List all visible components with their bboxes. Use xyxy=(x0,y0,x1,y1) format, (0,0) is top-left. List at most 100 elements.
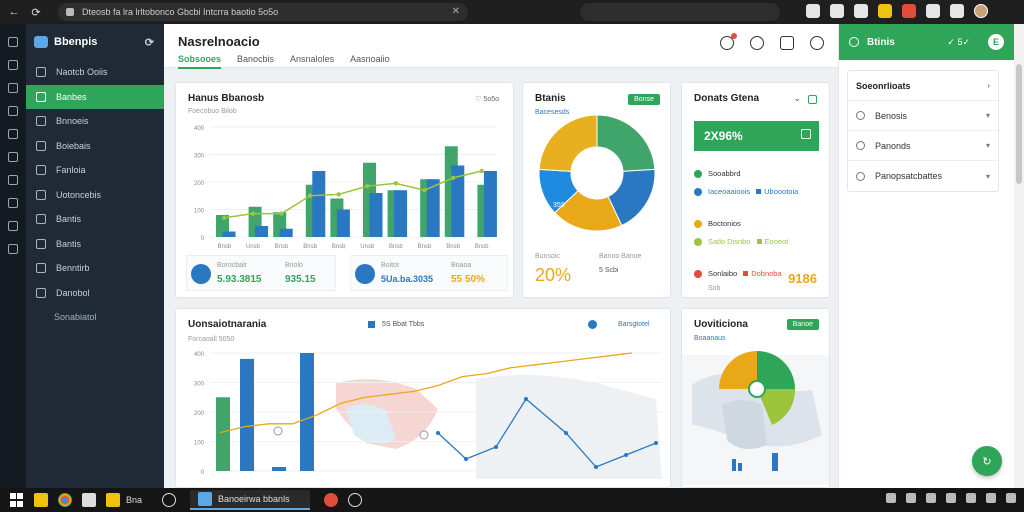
users-icon[interactable] xyxy=(780,36,794,50)
bar xyxy=(255,226,269,237)
taskbar-label[interactable]: Bna xyxy=(126,495,143,505)
card-menu-icon[interactable] xyxy=(808,95,817,104)
sidebar-item-5[interactable]: Fanloia xyxy=(26,158,164,183)
scrollbar-thumb[interactable] xyxy=(1016,64,1022,184)
folder-icon[interactable] xyxy=(8,60,18,70)
settings-icon[interactable] xyxy=(8,244,18,254)
gear-icon[interactable] xyxy=(810,36,824,50)
right-panel-row-1[interactable]: Soeonrlioats › xyxy=(848,71,998,101)
sidebar-item-9[interactable]: Benntirb xyxy=(26,256,164,281)
card-trend-chart: Uonsaiotnarania Forcaoall 5050 5S Bbat T… xyxy=(175,308,671,488)
chrome-icon[interactable] xyxy=(58,493,72,507)
trend-point xyxy=(594,465,598,469)
page-scrollbar[interactable] xyxy=(1014,24,1024,488)
sidebar-brand[interactable]: Bbenpis ⟳ xyxy=(26,24,164,60)
sidebar-subitem-label: Sonabiatol xyxy=(54,312,97,323)
address-bar[interactable]: Dteosb fa lra lrltobonco Gbcbi Intcrra b… xyxy=(58,3,468,21)
chevron-down-icon[interactable]: ▾ xyxy=(985,111,990,120)
clock-icon[interactable] xyxy=(8,129,18,139)
avatar[interactable] xyxy=(974,4,988,18)
puzzle-icon[interactable] xyxy=(806,4,820,18)
browser-search[interactable] xyxy=(580,3,780,21)
mail-icon[interactable] xyxy=(8,83,18,93)
grid-icon xyxy=(36,263,46,274)
tab-4[interactable]: Aasnoaiio xyxy=(350,54,390,64)
chart-icon[interactable] xyxy=(8,152,18,162)
explorer-icon[interactable] xyxy=(106,493,120,507)
windows-icon[interactable] xyxy=(10,493,24,507)
sidebar-subitem[interactable]: Sonabiatol xyxy=(26,305,164,330)
close-icon[interactable]: ✕ xyxy=(451,6,460,17)
chevron-right-icon[interactable]: › xyxy=(987,81,990,90)
y-tick-label: 300 xyxy=(194,382,205,388)
chevron-down-icon[interactable]: ▾ xyxy=(985,171,990,181)
chat-icon[interactable] xyxy=(750,36,764,50)
camera-icon[interactable] xyxy=(8,175,18,185)
battery-icon[interactable] xyxy=(946,493,956,503)
compass-icon[interactable] xyxy=(8,221,18,231)
trend-point xyxy=(464,457,468,461)
trend-point xyxy=(279,211,284,216)
search-icon[interactable] xyxy=(348,493,363,507)
notification-icon[interactable] xyxy=(1006,493,1016,503)
chat-icon[interactable] xyxy=(986,493,996,503)
app-icon-red[interactable] xyxy=(324,493,339,507)
map-action-button[interactable]: Banoe xyxy=(786,319,819,330)
clock-icon[interactable] xyxy=(830,4,844,18)
keyboard-icon[interactable] xyxy=(966,493,976,503)
star-icon[interactable] xyxy=(720,33,737,50)
sidebar-item-7[interactable]: Bantis xyxy=(26,207,164,232)
network-icon[interactable] xyxy=(906,493,916,503)
volume-icon[interactable] xyxy=(926,493,936,503)
settings-icon[interactable] xyxy=(886,493,896,503)
circle-icon xyxy=(856,141,865,150)
grid-icon[interactable] xyxy=(8,198,18,208)
logo-icon xyxy=(34,36,48,48)
stat-label: Bnolo xyxy=(285,262,303,269)
y-tick-label: 400 xyxy=(194,126,205,132)
grid-icon[interactable] xyxy=(926,4,940,18)
folder-icon[interactable] xyxy=(34,493,48,507)
sidebar-item-label: Fanloia xyxy=(56,165,86,176)
chevron-down-icon[interactable]: ▾ xyxy=(985,141,990,150)
sidebar-item-2[interactable]: Banbes xyxy=(26,84,164,109)
stat-value: 5.93.3815 xyxy=(217,274,262,285)
sidebar-item-8[interactable]: Bantis xyxy=(26,232,164,257)
right-panel-button[interactable]: E xyxy=(988,34,1004,50)
floating-action-button[interactable]: ↻ xyxy=(972,446,1002,476)
right-panel-row-4[interactable]: Panopsatcbattes ▾ xyxy=(848,161,998,191)
chevron-down-icon[interactable]: ⌄ xyxy=(793,93,801,103)
stat-label: Borocbalr xyxy=(217,262,247,269)
sidebar-item-4[interactable]: Boiebais xyxy=(26,134,164,159)
sidebar-item-10[interactable]: Danobol xyxy=(26,281,164,306)
reload-icon[interactable]: ⟳ xyxy=(31,6,41,19)
right-panel-row-2[interactable]: Benosis ▾ xyxy=(848,101,998,131)
right-panel-row-3[interactable]: Panonds ▾ xyxy=(848,131,998,161)
app-icon[interactable] xyxy=(82,493,96,507)
sidebar-item-6[interactable]: Uotoncebis xyxy=(26,183,164,208)
arrow-left-icon[interactable]: ← xyxy=(8,6,20,18)
bookmark-icon[interactable] xyxy=(878,4,892,18)
sidebar-item-1[interactable]: Naotcb Ooiis xyxy=(26,60,164,85)
card-controls[interactable]: ♡ 5o5o xyxy=(475,96,499,103)
shield-icon[interactable] xyxy=(854,4,868,18)
home-icon[interactable] xyxy=(8,37,18,47)
menu-icon[interactable] xyxy=(950,4,964,18)
map-region xyxy=(476,374,662,479)
refresh-icon[interactable]: ⟳ xyxy=(144,36,154,49)
tab-1[interactable]: Sobsooes xyxy=(178,54,222,69)
legend-extra: Eooeot xyxy=(764,237,789,246)
sidebar-item-3[interactable]: Bnnoeis xyxy=(26,109,164,134)
trend-point xyxy=(422,188,427,193)
tab-2[interactable]: Banocbis xyxy=(237,54,275,64)
taskbar-active-app[interactable]: Banoeirwa bbanls xyxy=(190,490,311,510)
pie-stat-label-2: Banoo Banoe xyxy=(599,253,642,260)
settings-icon[interactable] xyxy=(162,493,177,507)
calendar-icon[interactable] xyxy=(8,106,18,116)
legend-dot xyxy=(694,237,702,246)
tab-3[interactable]: Ansnaloles xyxy=(290,54,335,64)
pie-action-button[interactable]: Bonse xyxy=(628,94,660,105)
copy-icon[interactable] xyxy=(801,129,811,139)
trend-point xyxy=(524,397,528,401)
alert-icon[interactable] xyxy=(902,4,916,18)
